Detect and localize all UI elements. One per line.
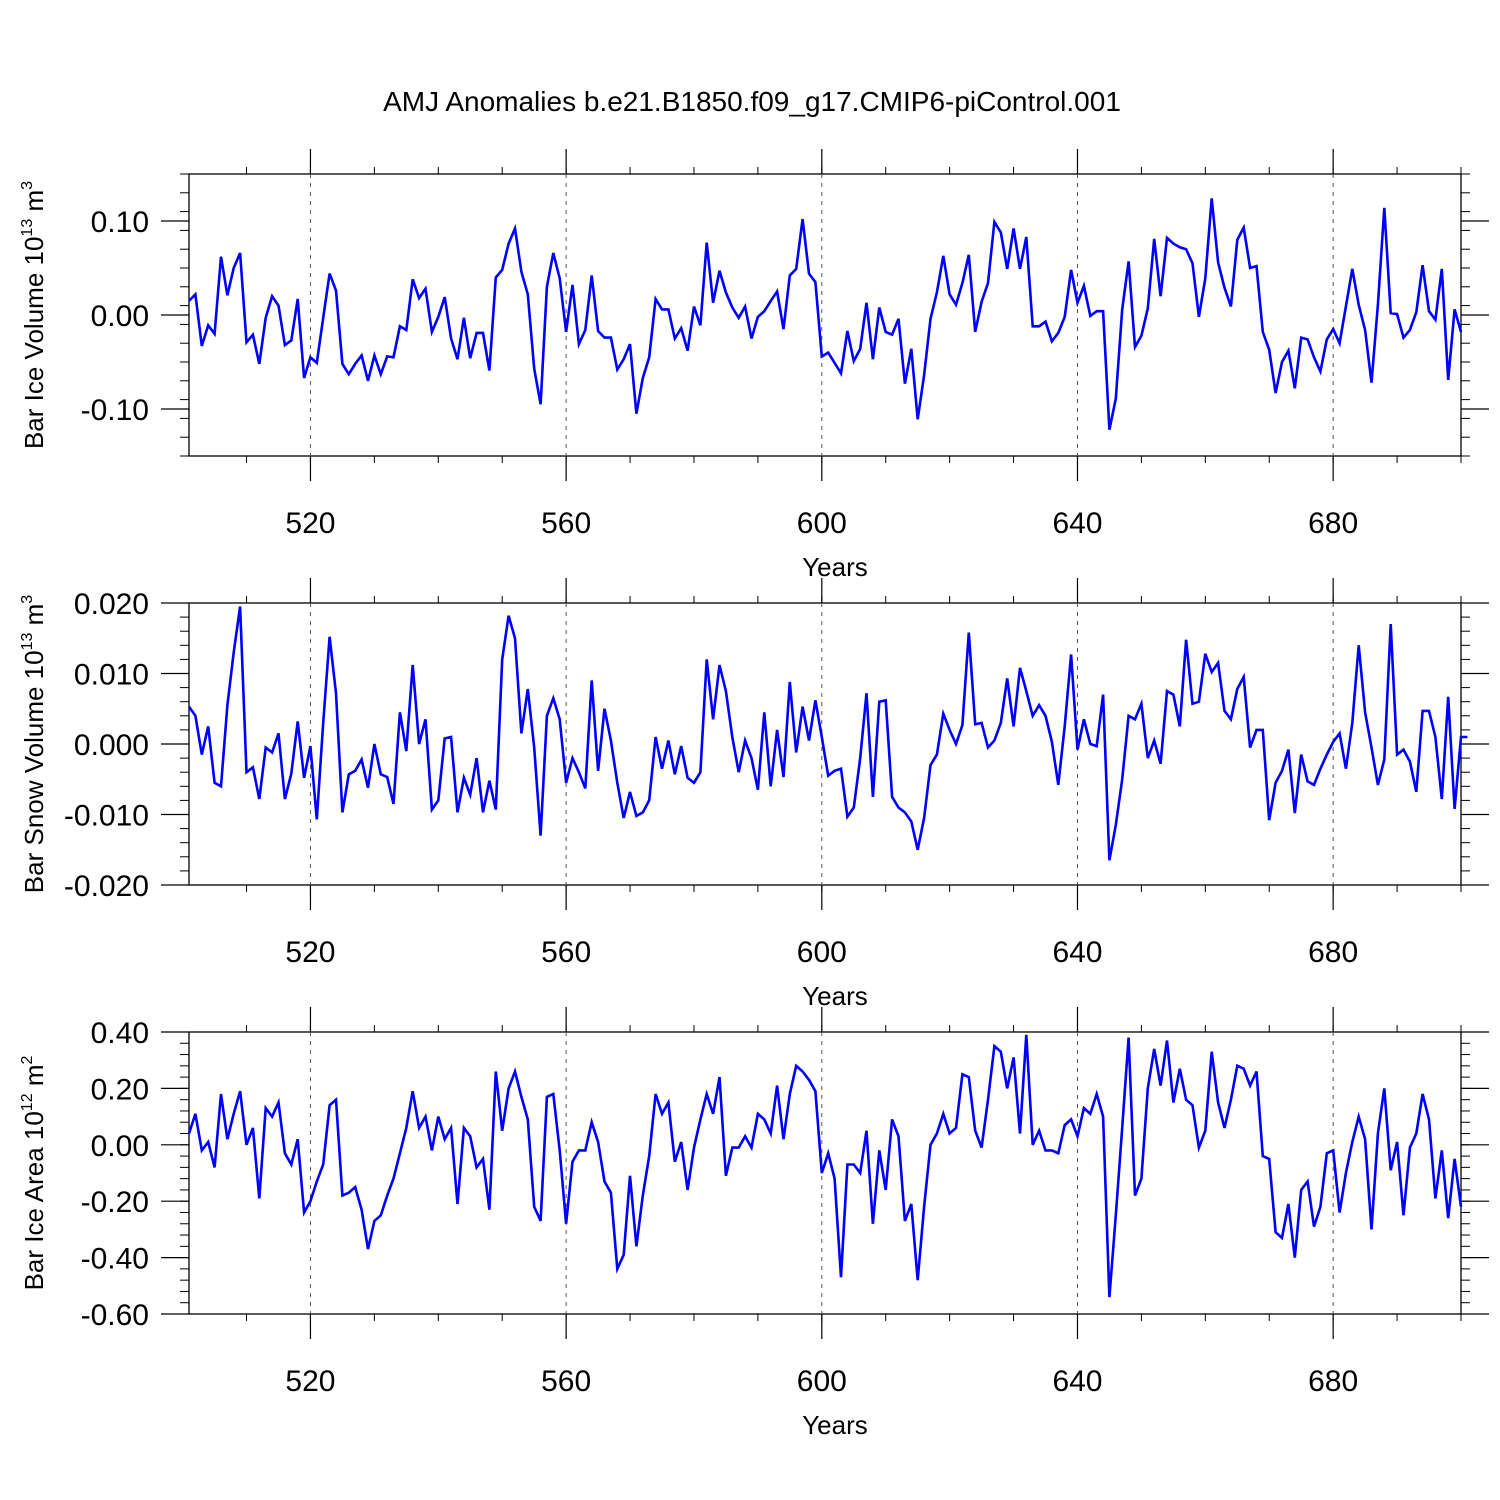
panel-3-x-tick-label: 560 (541, 1365, 591, 1398)
panel-1-x-tick-label: 600 (797, 507, 847, 540)
figure-title: AMJ Anomalies b.e21.B1850.f09_g17.CMIP6-… (383, 86, 1121, 117)
panel-1-x-axis-label: Years (802, 552, 868, 582)
panel-3-y-tick-label: 0.20 (91, 1073, 149, 1106)
panel-2-y-axis-label: Bar Snow Volume 1013 m3 (19, 595, 49, 894)
panel-2-y-tick-label: 0.020 (74, 588, 149, 621)
panel-3-y-tick-label: -0.60 (81, 1299, 149, 1332)
panel-1-x-tick-label: 560 (541, 507, 591, 540)
panel-1-y-tick-label: 0.10 (91, 206, 149, 239)
panel-1-y-tick-label: 0.00 (91, 300, 149, 333)
panel-3-y-axis-label: Bar Ice Area 1012 m2 (19, 1055, 49, 1290)
panel-2-y-tick-label: -0.020 (64, 870, 149, 903)
panel-1-x-tick-label: 520 (285, 507, 335, 540)
panel-3-x-tick-label: 640 (1052, 1365, 1102, 1398)
panel-2-series-line (187, 606, 1468, 861)
panel-3-plot-frame (188, 1031, 1462, 1315)
panel-3-series-line (187, 1034, 1463, 1298)
panel-1-plot-frame (188, 173, 1462, 457)
panel-3-y-tick-label: 0.40 (91, 1017, 149, 1050)
panel-2-y-tick-label: 0.010 (74, 659, 149, 692)
panel-3-x-tick-label: 600 (797, 1365, 847, 1398)
panel-1-series-line (188, 198, 1463, 430)
panel-3-y-tick-label: 0.00 (91, 1130, 149, 1163)
panel-1-y-tick-label: -0.10 (81, 394, 149, 427)
panel-1-y-axis-label: Bar Ice Volume 1013 m3 (19, 181, 49, 449)
panel-2: 520 560 600 640 680 -0.020 -0.010 0.000 0.010 0.0… (19, 578, 1489, 1011)
panel-3: 520 560 600 640 680 -0.60 -0.40 -0.20 0.00 0.20 0.… (19, 1007, 1489, 1440)
panel-2-x-tick-label: 680 (1308, 936, 1358, 969)
panel-2-x-tick-label: 520 (285, 936, 335, 969)
panel-3-y-tick-label: -0.40 (81, 1243, 149, 1276)
panel-1-x-tick-label: 680 (1308, 507, 1358, 540)
panel-2-plot-frame (188, 602, 1462, 886)
panel-3-y-tick-label: -0.20 (81, 1186, 149, 1219)
panel-2-x-tick-label: 600 (797, 936, 847, 969)
panel-1-x-tick-label: 640 (1052, 507, 1102, 540)
panel-2-x-axis-label: Years (802, 981, 868, 1011)
panel-2-x-tick-label: 640 (1052, 936, 1102, 969)
panel-2-y-tick-label: -0.010 (64, 800, 149, 833)
panel-2-x-tick-label: 560 (541, 936, 591, 969)
panel-3-x-tick-label: 680 (1308, 1365, 1358, 1398)
panel-1: 520 560 600 640 680 -0.10 0.00 0.10 Years Bar Ice… (19, 149, 1489, 582)
panel-3-x-axis-label: Years (802, 1410, 868, 1440)
panel-3-x-tick-label: 520 (285, 1365, 335, 1398)
panel-2-y-tick-label: 0.000 (74, 729, 149, 762)
panels: 520 560 600 640 680 -0.10 0.00 0.10 Years Bar Ice… (19, 149, 1489, 1440)
